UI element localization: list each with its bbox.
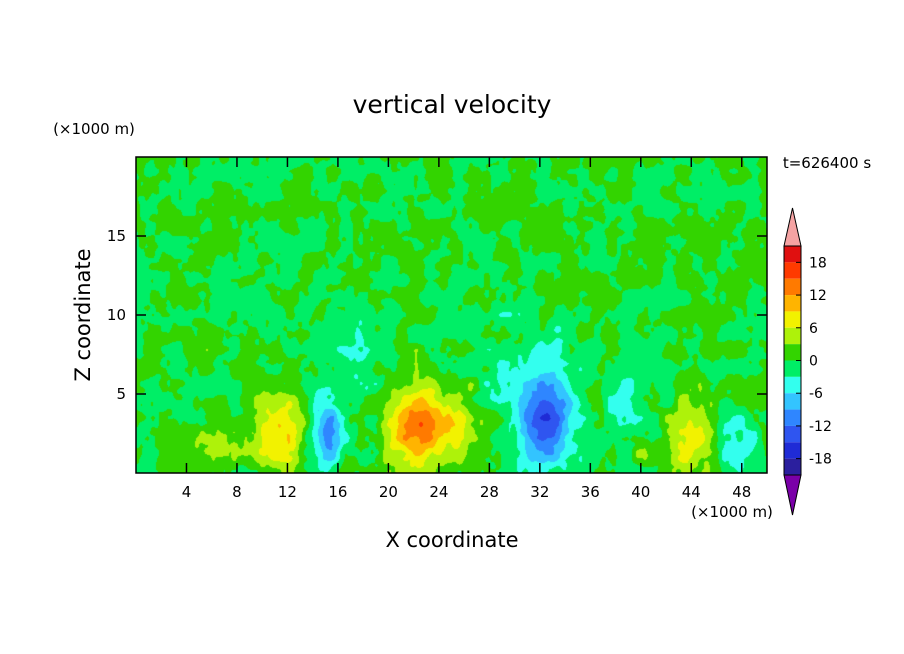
x-tick-label: 48 xyxy=(732,483,751,501)
x-tick-label: 36 xyxy=(581,483,600,501)
x-tick-label: 20 xyxy=(379,483,398,501)
colorbar-band xyxy=(784,393,801,410)
colorbar-tick-label: -12 xyxy=(809,419,832,435)
velocity-field xyxy=(136,157,767,473)
colorbar-band xyxy=(784,442,801,459)
colorbar-band xyxy=(784,458,801,475)
colorbar: 18 12 6 0 -6 -12 -18 xyxy=(783,207,832,516)
x-tick-label: 32 xyxy=(530,483,549,501)
colorbar-extend-low xyxy=(783,474,802,516)
colorbar-tick-label: 12 xyxy=(809,288,827,304)
x-tick-label: 40 xyxy=(631,483,650,501)
colorbar-tick-label: -6 xyxy=(809,386,823,402)
colorbar-band xyxy=(784,327,801,345)
colorbar-tick-label: 6 xyxy=(809,321,818,337)
colorbar-band xyxy=(784,262,801,279)
colorbar-band xyxy=(784,409,801,426)
x-tick-label: 44 xyxy=(682,483,701,501)
x-tick-label: 4 xyxy=(182,483,192,501)
y-tick-label: 10 xyxy=(107,306,126,324)
colorbar-band xyxy=(784,311,801,328)
plot-area xyxy=(135,156,768,474)
x-tick-label: 8 xyxy=(232,483,242,501)
colorbar-band xyxy=(784,344,801,361)
x-axis-label: X coordinate xyxy=(385,528,518,552)
x-axis: 4 8 12 16 20 24 28 32 36 40 44 48 xyxy=(182,157,751,501)
colorbar-band xyxy=(784,246,801,263)
y-tick-label: 5 xyxy=(116,385,126,403)
chart-title: vertical velocity xyxy=(353,90,552,119)
colorbar-tick-label: 18 xyxy=(809,255,827,271)
colorbar-band xyxy=(784,278,801,296)
colorbar-band xyxy=(784,376,801,394)
x-tick-label: 28 xyxy=(480,483,499,501)
y-axis-label: Z coordinate xyxy=(71,248,95,381)
colorbar-band xyxy=(784,425,801,443)
time-label: t=626400 s xyxy=(783,154,871,172)
x-tick-label: 16 xyxy=(328,483,347,501)
y-unit-label: (×1000 m) xyxy=(53,120,135,138)
x-tick-label: 12 xyxy=(278,483,297,501)
x-unit-label: (×1000 m) xyxy=(691,503,773,521)
y-tick-label: 15 xyxy=(107,227,126,245)
colorbar-tick-label: 0 xyxy=(809,354,818,370)
x-tick-label: 24 xyxy=(429,483,448,501)
colorbar-band xyxy=(784,295,801,312)
colorbar-tick-label: -18 xyxy=(809,452,832,468)
colorbar-band xyxy=(784,360,801,377)
colorbar-extend-high xyxy=(783,207,802,247)
y-axis: 5 10 15 xyxy=(107,227,767,403)
